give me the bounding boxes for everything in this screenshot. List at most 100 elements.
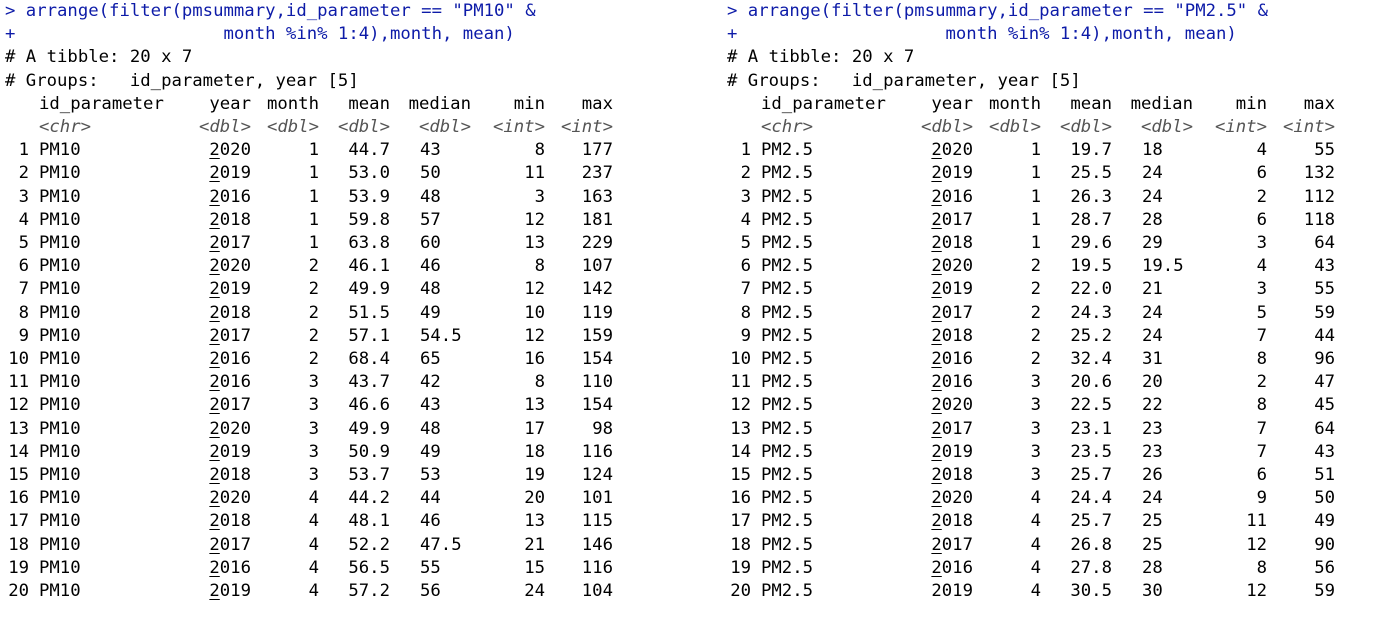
table-row: 13 PM10 2020 3 49.9 48 17 98	[5, 418, 695, 441]
year-rest: 019	[942, 279, 973, 299]
year-lead-digit: 2	[209, 511, 219, 531]
cell-year: 2017	[209, 534, 251, 557]
cell-id-parameter: PM10	[39, 255, 81, 278]
cell-median: 24	[1142, 302, 1163, 325]
year-rest: 019	[220, 581, 251, 601]
cell-min: 17	[524, 418, 545, 441]
cell-mean: 24.3	[1070, 302, 1112, 325]
row-number: 1	[19, 139, 29, 162]
cell-month: 3	[1031, 394, 1041, 417]
cell-month: 4	[1031, 534, 1041, 557]
cell-max: 124	[582, 464, 613, 487]
cell-min: 2	[1257, 371, 1267, 394]
table-row: 10 PM10 2016 2 68.4 65 16 154	[5, 348, 695, 371]
cell-min: 8	[535, 371, 545, 394]
column-type: <int>	[1283, 116, 1335, 139]
cell-median: 49	[420, 302, 441, 325]
cell-year: 2017	[209, 232, 251, 255]
cell-month: 4	[309, 487, 319, 510]
cell-min: 21	[524, 534, 545, 557]
cell-mean: 20.6	[1070, 371, 1112, 394]
cell-year: 2018	[931, 510, 973, 533]
tibble-info: # A tibble: 20 x 7	[727, 46, 1400, 69]
year-lead-digit: 2	[209, 326, 219, 346]
cell-mean: 27.8	[1070, 557, 1112, 580]
table-row: 12 PM2.5 2020 3 22.5 22 8 45	[727, 394, 1400, 417]
cell-min: 6	[1257, 162, 1267, 185]
table-row: 13 PM2.5 2017 3 23.1 23 7 64	[727, 418, 1400, 441]
table-row: 14 PM2.5 2019 3 23.5 23 7 43	[727, 441, 1400, 464]
year-lead-digit: 2	[931, 349, 941, 369]
cell-min: 20	[524, 487, 545, 510]
column-headers: id_parameter year month mean median min max	[727, 93, 1400, 116]
year-lead-digit: 2	[931, 256, 941, 276]
year-lead-digit: 2	[931, 535, 941, 555]
year-lead-digit: 2	[209, 372, 219, 392]
cell-max: 98	[592, 418, 613, 441]
table-row: 18 PM2.5 2017 4 26.8 25 12 90	[727, 534, 1400, 557]
table-row: 1 PM10 2020 1 44.7 43 8 177	[5, 139, 695, 162]
row-number: 14	[8, 441, 29, 464]
row-number: 11	[730, 371, 751, 394]
cell-id-parameter: PM2.5	[761, 232, 813, 255]
row-number: 7	[19, 278, 29, 301]
row-number: 10	[730, 348, 751, 371]
table-row: 16 PM2.5 2020 4 24.4 24 9 50	[727, 487, 1400, 510]
cell-month: 4	[309, 557, 319, 580]
cell-mean: 52.2	[348, 534, 390, 557]
year-rest: 020	[220, 419, 251, 439]
row-number: 10	[8, 348, 29, 371]
cell-month: 1	[309, 139, 319, 162]
column-header: year	[209, 93, 251, 116]
year-rest: 017	[942, 303, 973, 323]
cell-mean: 63.8	[348, 232, 390, 255]
column-header: max	[1304, 93, 1335, 116]
cell-month: 2	[309, 348, 319, 371]
cell-median: 65	[420, 348, 441, 371]
cell-min: 12	[1246, 580, 1267, 603]
year-rest: 017	[220, 326, 251, 346]
table-row: 8 PM10 2018 2 51.5 49 10 119	[5, 302, 695, 325]
year-lead-digit: 2	[209, 256, 219, 276]
cell-id-parameter: PM10	[39, 232, 81, 255]
cell-year: 2016	[209, 371, 251, 394]
cell-id-parameter: PM10	[39, 278, 81, 301]
groups-info: # Groups: id_parameter, year [5]	[727, 70, 1400, 93]
row-number: 5	[19, 232, 29, 255]
table-row: 15 PM10 2018 3 53.7 53 19 124	[5, 464, 695, 487]
cell-month: 1	[1031, 209, 1041, 232]
year-rest: 016	[220, 372, 251, 392]
row-number: 12	[730, 394, 751, 417]
column-header: mean	[1070, 93, 1112, 116]
cell-median: 24	[1142, 186, 1163, 209]
cell-year: 2020	[209, 418, 251, 441]
year-lead-digit: 2	[931, 187, 941, 207]
cell-year: 2018	[931, 232, 973, 255]
cell-year: 2018	[931, 325, 973, 348]
cell-id-parameter: PM10	[39, 139, 81, 162]
cell-mean: 44.7	[348, 139, 390, 162]
cell-month: 2	[1031, 348, 1041, 371]
cell-min: 8	[535, 139, 545, 162]
cell-max: 64	[1314, 232, 1335, 255]
cell-id-parameter: PM2.5	[761, 487, 813, 510]
column-type: <dbl>	[921, 116, 973, 139]
cell-mean: 51.5	[348, 302, 390, 325]
cell-month: 4	[1031, 557, 1041, 580]
row-number: 3	[19, 186, 29, 209]
row-number: 6	[19, 255, 29, 278]
cell-month: 4	[1031, 510, 1041, 533]
cell-id-parameter: PM10	[39, 418, 81, 441]
cell-max: 116	[582, 557, 613, 580]
cell-id-parameter: PM2.5	[761, 534, 813, 557]
row-number: 4	[741, 209, 751, 232]
year-lead-digit: 2	[931, 140, 941, 160]
cell-mean: 59.8	[348, 209, 390, 232]
cell-month: 3	[309, 464, 319, 487]
row-number: 6	[741, 255, 751, 278]
cell-month: 2	[309, 255, 319, 278]
year-rest: 016	[220, 349, 251, 369]
year-rest: 019	[942, 442, 973, 462]
cell-mean: 25.7	[1070, 510, 1112, 533]
cell-id-parameter: PM2.5	[761, 325, 813, 348]
